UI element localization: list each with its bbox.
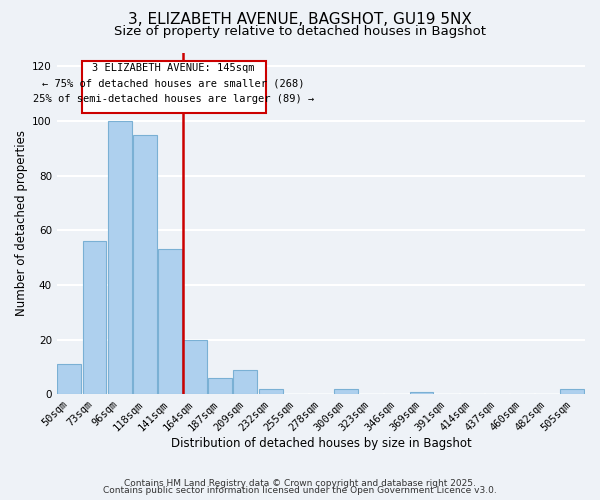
Bar: [158, 250, 182, 394]
Text: 25% of semi-detached houses are larger (89) →: 25% of semi-detached houses are larger (…: [33, 94, 314, 104]
Bar: [83, 241, 106, 394]
Bar: [183, 340, 207, 394]
Bar: [108, 121, 131, 394]
Text: 3, ELIZABETH AVENUE, BAGSHOT, GU19 5NX: 3, ELIZABETH AVENUE, BAGSHOT, GU19 5NX: [128, 12, 472, 28]
X-axis label: Distribution of detached houses by size in Bagshot: Distribution of detached houses by size …: [170, 437, 471, 450]
Bar: [133, 134, 157, 394]
Y-axis label: Number of detached properties: Number of detached properties: [15, 130, 28, 316]
Text: Contains public sector information licensed under the Open Government Licence v3: Contains public sector information licen…: [103, 486, 497, 495]
Text: Contains HM Land Registry data © Crown copyright and database right 2025.: Contains HM Land Registry data © Crown c…: [124, 478, 476, 488]
Bar: [58, 364, 82, 394]
Bar: [334, 389, 358, 394]
Bar: [208, 378, 232, 394]
Text: ← 75% of detached houses are smaller (268): ← 75% of detached houses are smaller (26…: [43, 78, 305, 88]
Bar: [410, 392, 433, 394]
Bar: [560, 389, 584, 394]
Text: Size of property relative to detached houses in Bagshot: Size of property relative to detached ho…: [114, 25, 486, 38]
Bar: [259, 389, 283, 394]
FancyBboxPatch shape: [82, 60, 266, 112]
Text: 3 ELIZABETH AVENUE: 145sqm: 3 ELIZABETH AVENUE: 145sqm: [92, 64, 255, 74]
Bar: [233, 370, 257, 394]
